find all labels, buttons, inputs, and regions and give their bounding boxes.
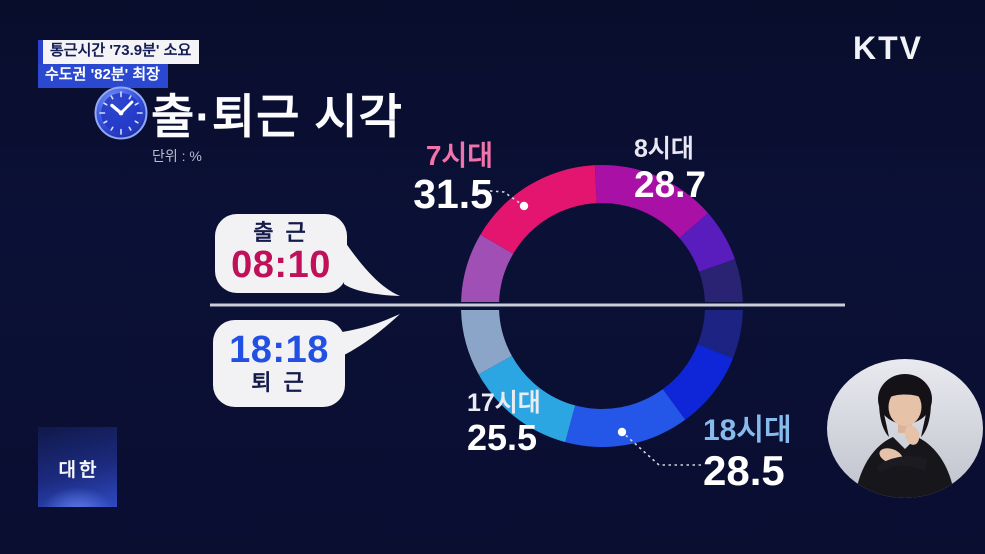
segment-label-18h: 18시대 28.5 <box>703 416 792 492</box>
donut-half-morning-commute <box>461 165 743 302</box>
callout-dot <box>519 201 529 211</box>
segment-name: 8시대 <box>634 135 694 163</box>
segment-name: 17시대 <box>467 389 541 417</box>
channel-logo: KTV <box>853 30 923 66</box>
donut-half-evening-commute <box>461 310 743 447</box>
segment-label-8h: 8시대 28.7 <box>634 135 707 205</box>
donut-segment-unlabeled <box>697 310 743 359</box>
evening-commute-label: 퇴 근 <box>251 370 307 396</box>
headline-badge-metro-area: 수도권 '82분' 최장 <box>38 64 168 88</box>
segment-label-7h: 7시대 31.5 <box>393 142 493 215</box>
segment-value: 28.5 <box>703 447 785 494</box>
page-title: 출·퇴근 시각 <box>151 90 403 143</box>
callout-leader-line <box>477 189 525 207</box>
morning-bubble-tail <box>344 242 400 296</box>
headline-badge-commute-time: 통근시간 '73.9분' 소요 <box>38 40 200 64</box>
segment-label-17h: 17시대 25.5 <box>467 391 541 456</box>
gov-logo: 대한 <box>38 427 117 507</box>
donut-segment-17시대 <box>478 355 576 443</box>
segment-value: 31.5 <box>413 171 493 217</box>
segment-value: 28.7 <box>634 164 707 205</box>
morning-commute-time: 08:10 <box>231 243 331 286</box>
evening-bubble-tail <box>342 314 400 356</box>
donut-segment-7시대 <box>480 165 597 254</box>
morning-commute-bubble: 출 근 08:10 <box>215 214 347 293</box>
segment-value: 25.5 <box>467 417 538 458</box>
gov-logo-text: 대한 <box>58 460 100 481</box>
donut-segment-unlabeled <box>679 213 735 272</box>
callout-leader-line <box>621 431 701 466</box>
evening-commute-time: 18:18 <box>229 329 329 372</box>
clock-icon <box>94 86 148 140</box>
evening-commute-bubble: 18:18 퇴 근 <box>213 320 345 407</box>
donut-segment-unlabeled <box>662 344 733 420</box>
donut-segment-unlabeled <box>699 259 743 302</box>
donut-segment-unlabeled <box>461 234 514 302</box>
segment-name: 7시대 <box>425 140 493 171</box>
donut-segment-unlabeled <box>461 310 512 375</box>
sign-language-interpreter <box>827 359 983 498</box>
unit-label: 단위 : % <box>152 148 202 164</box>
morning-commute-label: 출 근 <box>253 220 309 246</box>
segment-name: 18시대 <box>703 414 792 447</box>
donut-segment-8시대 <box>594 165 709 239</box>
interpreter-person <box>855 374 955 498</box>
callout-dot <box>617 427 627 437</box>
donut-segment-18시대 <box>565 389 686 447</box>
